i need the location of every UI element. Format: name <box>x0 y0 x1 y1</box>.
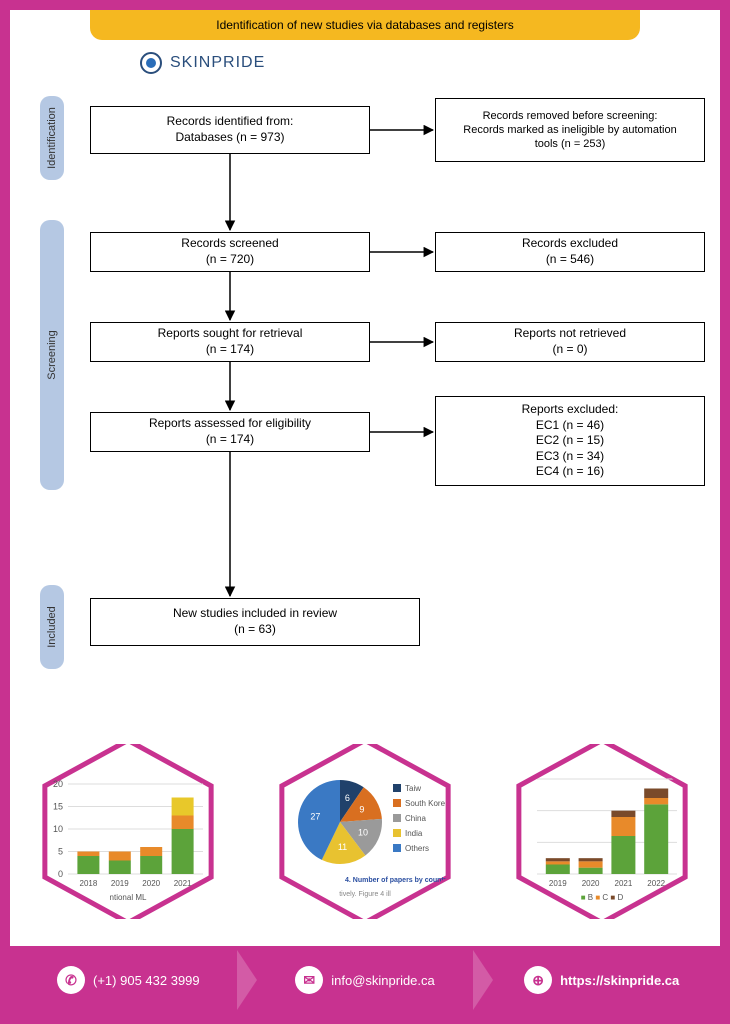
svg-text:tively. Figure 4 ill: tively. Figure 4 ill <box>339 891 391 898</box>
svg-text:2019: 2019 <box>111 879 129 888</box>
box-excluded: Records excluded (n = 546) <box>435 232 705 272</box>
svg-text:6: 6 <box>345 792 350 802</box>
svg-text:15: 15 <box>53 801 63 811</box>
phase-screening: Screening <box>40 220 64 490</box>
footer-phone[interactable]: ✆ (+1) 905 432 3999 <box>10 966 247 994</box>
svg-text:5: 5 <box>58 846 63 856</box>
svg-text:27: 27 <box>310 811 320 821</box>
box-screened: Records screened (n = 720) <box>90 232 370 272</box>
svg-text:Taiw: Taiw <box>405 784 421 793</box>
logo-icon <box>140 52 162 74</box>
svg-text:■ B ■ C ■ D: ■ B ■ C ■ D <box>580 893 623 902</box>
svg-text:2021: 2021 <box>614 879 632 888</box>
box-reports-excluded: Reports excluded: EC1 (n = 46) EC2 (n = … <box>435 396 705 486</box>
box-included: New studies included in review (n = 63) <box>90 598 420 646</box>
hex-chart-1: 201510502018201920202021ntional ML <box>28 744 228 919</box>
banner-title: Identification of new studies via databa… <box>216 18 514 32</box>
phone-icon: ✆ <box>57 966 85 994</box>
globe-icon: ⊕ <box>524 966 552 994</box>
logo-text: SKINPRIDE <box>170 54 265 72</box>
svg-text:South Kore: South Kore <box>405 799 446 808</box>
footer-email[interactable]: ✉ info@skinpride.ca <box>247 966 484 994</box>
footer-url[interactable]: ⊕ https://skinpride.ca <box>483 966 720 994</box>
svg-text:2021: 2021 <box>174 879 192 888</box>
svg-text:2019: 2019 <box>549 879 567 888</box>
svg-text:10: 10 <box>53 824 63 834</box>
svg-text:2022: 2022 <box>647 879 665 888</box>
hex-chart-2: 69 10 11 27 Taiw South Kore China India Others 4.… <box>265 744 465 919</box>
svg-text:2020: 2020 <box>581 879 599 888</box>
svg-text:4. Number of papers by country: 4. Number of papers by country. <box>345 877 452 884</box>
hex-row: 201510502018201920202021ntional ML 69101… <box>10 736 720 926</box>
svg-text:India: India <box>405 829 423 838</box>
phase-included: Included <box>40 585 64 669</box>
svg-text:Others: Others <box>405 844 429 853</box>
svg-text:2020: 2020 <box>143 879 161 888</box>
box-identified: Records identified from: Databases (n = … <box>90 106 370 154</box>
page-frame: Identification of new studies via databa… <box>0 0 730 1024</box>
logo-row: SKINPRIDE <box>140 52 265 74</box>
box-sought: Reports sought for retrieval (n = 174) <box>90 322 370 362</box>
svg-text:China: China <box>405 814 426 823</box>
svg-text:10: 10 <box>358 827 368 837</box>
svg-text:ntional ML: ntional ML <box>110 893 147 902</box>
svg-text:11: 11 <box>338 842 347 852</box>
svg-text:0: 0 <box>58 869 63 879</box>
box-notretrieved: Reports not retrieved (n = 0) <box>435 322 705 362</box>
box-assessed: Reports assessed for eligibility (n = 17… <box>90 412 370 452</box>
top-banner: Identification of new studies via databa… <box>90 10 640 40</box>
email-icon: ✉ <box>295 966 323 994</box>
flowchart: Identification Screening Included Record… <box>40 90 700 740</box>
box-removed: Records removed before screening: Record… <box>435 98 705 162</box>
hex-chart-3: 2019 2020 2021 2022 ■ B ■ C ■ D <box>502 744 702 919</box>
svg-text:9: 9 <box>359 804 364 814</box>
svg-text:2018: 2018 <box>80 879 98 888</box>
phase-identification: Identification <box>40 96 64 180</box>
footer: ✆ (+1) 905 432 3999 ✉ info@skinpride.ca … <box>10 946 720 1014</box>
